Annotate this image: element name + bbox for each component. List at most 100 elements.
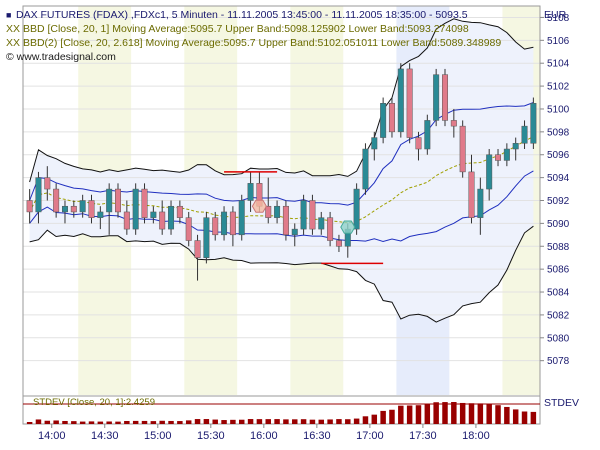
candle-body bbox=[362, 148, 369, 190]
candle bbox=[380, 97, 387, 144]
y-tick-label: 5100 bbox=[547, 104, 570, 115]
candle bbox=[168, 200, 175, 235]
currency-label: EUR bbox=[544, 9, 567, 21]
stdev-bar bbox=[35, 419, 42, 424]
stdev-bar bbox=[274, 419, 280, 424]
stdev-bar bbox=[345, 419, 351, 424]
x-tick-label: 17:00 bbox=[356, 430, 384, 442]
candle-body bbox=[530, 103, 537, 144]
stdev-bar bbox=[53, 420, 59, 424]
stdev-bar bbox=[283, 419, 289, 424]
candle bbox=[353, 183, 360, 235]
stdev-bar bbox=[71, 421, 77, 424]
candle-body bbox=[150, 211, 157, 218]
stdev-bar bbox=[433, 402, 439, 424]
stdev-bar bbox=[300, 419, 307, 424]
candle bbox=[229, 206, 236, 247]
y-tick-label: 5098 bbox=[547, 127, 570, 138]
candle bbox=[424, 114, 431, 155]
candle bbox=[26, 189, 33, 224]
candle bbox=[159, 200, 166, 235]
stdev-bar bbox=[371, 414, 378, 424]
candle-body bbox=[203, 217, 210, 258]
candle-body bbox=[61, 205, 68, 213]
candle bbox=[335, 234, 342, 252]
outer-lower-band bbox=[29, 225, 534, 323]
candle-body bbox=[309, 200, 316, 230]
candle-body bbox=[238, 200, 245, 236]
plot-border bbox=[22, 5, 541, 425]
candle-body bbox=[221, 211, 228, 236]
candle bbox=[415, 131, 422, 161]
bb1-legend: XX BBD [Close, 20, 1] Moving Average:509… bbox=[6, 23, 469, 35]
candle bbox=[141, 183, 148, 224]
candle bbox=[309, 194, 316, 235]
stdev-bar bbox=[353, 418, 360, 424]
candle bbox=[106, 183, 113, 235]
stdev-title: STDEV [Close, 20, 1]:2.4259 bbox=[33, 397, 155, 408]
stdev-bar bbox=[265, 419, 271, 424]
candle-body bbox=[44, 177, 51, 190]
stdev-bar bbox=[327, 419, 333, 424]
stdev-bar bbox=[398, 405, 404, 424]
stdev-bars bbox=[23, 402, 540, 424]
stdev-bar bbox=[212, 419, 218, 424]
candle-body bbox=[194, 240, 201, 258]
y-tick-label: 5096 bbox=[547, 150, 570, 161]
stdev-bar bbox=[459, 402, 466, 424]
candle bbox=[512, 137, 519, 161]
candle-body bbox=[70, 205, 77, 213]
stdev-bar bbox=[318, 419, 325, 424]
stdev-bar bbox=[247, 419, 254, 424]
candle bbox=[185, 211, 192, 247]
stdev-bar bbox=[256, 419, 263, 424]
candle-body bbox=[388, 103, 395, 133]
candle bbox=[61, 200, 68, 224]
candle bbox=[282, 200, 289, 241]
candle-body bbox=[406, 68, 413, 138]
candle bbox=[123, 200, 130, 235]
x-tick-label: 15:00 bbox=[144, 430, 172, 442]
candle-body bbox=[123, 211, 130, 230]
stdev-bar bbox=[292, 419, 298, 424]
y-tick-label: 5106 bbox=[547, 36, 570, 47]
signal-markers bbox=[251, 199, 356, 234]
stdev-bar bbox=[88, 421, 95, 424]
candle bbox=[79, 194, 86, 218]
x-tick-label: 14:30 bbox=[91, 430, 119, 442]
candle-body bbox=[176, 205, 183, 218]
candle bbox=[300, 194, 307, 235]
candle bbox=[486, 149, 493, 201]
candle-body bbox=[79, 200, 86, 213]
candles bbox=[26, 63, 537, 281]
y-tick-label: 5082 bbox=[547, 310, 570, 321]
y-tick-label: 5086 bbox=[547, 265, 570, 276]
y-tick-label: 5102 bbox=[547, 82, 570, 93]
candle bbox=[44, 166, 51, 201]
stdev-bar bbox=[177, 421, 183, 424]
x-axis-ticks: 14:00 14:30 15:00 15:30 16:00 16:30 17:00 17:30… bbox=[38, 424, 490, 442]
candle bbox=[194, 234, 201, 281]
candle bbox=[450, 108, 457, 138]
stdev-bar bbox=[362, 416, 369, 424]
candle bbox=[397, 63, 404, 138]
stdev-bar bbox=[512, 409, 519, 424]
stdev-bar bbox=[106, 421, 112, 424]
y-tick-label: 5090 bbox=[547, 219, 570, 230]
sell-signal-marker bbox=[251, 199, 267, 213]
stdev-axis-label: STDEV bbox=[544, 397, 580, 409]
stdev-bar bbox=[309, 419, 316, 424]
source-credit: © www.tradesignal.com bbox=[6, 51, 116, 63]
candle bbox=[274, 200, 281, 224]
stdev-bar bbox=[26, 422, 33, 424]
candle-body bbox=[88, 200, 95, 218]
y-tick-label: 5078 bbox=[547, 356, 570, 367]
candle bbox=[115, 183, 121, 218]
inner-lower-band bbox=[29, 170, 534, 243]
candle-body bbox=[459, 125, 466, 173]
candle-body bbox=[424, 120, 431, 150]
candle bbox=[212, 211, 219, 241]
candle bbox=[327, 211, 334, 247]
candle bbox=[433, 68, 440, 127]
y-tick-label: 5088 bbox=[547, 242, 570, 253]
